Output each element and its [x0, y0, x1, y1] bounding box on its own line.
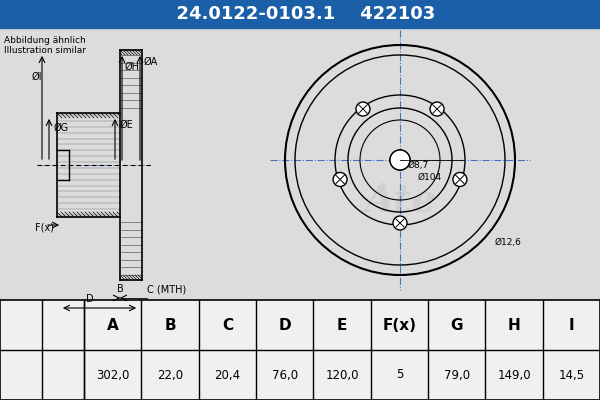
Circle shape [393, 216, 407, 230]
Circle shape [333, 172, 347, 186]
Text: 22,0: 22,0 [157, 368, 183, 382]
Text: ØH: ØH [125, 62, 140, 72]
Text: F(x): F(x) [35, 222, 54, 232]
Text: ØI: ØI [32, 72, 42, 82]
Text: Illustration similar: Illustration similar [4, 46, 86, 55]
Text: H: H [508, 318, 520, 332]
Text: 76,0: 76,0 [272, 368, 298, 382]
Text: Ate: Ate [364, 181, 436, 219]
Text: G: G [451, 318, 463, 332]
Text: ØA: ØA [144, 57, 158, 67]
Text: D: D [278, 318, 291, 332]
Text: B: B [116, 284, 124, 294]
Text: 14,5: 14,5 [558, 368, 584, 382]
Text: ØG: ØG [54, 123, 69, 133]
Text: 120,0: 120,0 [325, 368, 359, 382]
Text: ØE: ØE [120, 120, 134, 130]
Circle shape [430, 102, 444, 116]
Circle shape [453, 172, 467, 186]
Text: I: I [569, 318, 574, 332]
Text: C: C [222, 318, 233, 332]
Text: F(x): F(x) [382, 318, 416, 332]
Text: 302,0: 302,0 [96, 368, 130, 382]
Text: A: A [107, 318, 119, 332]
Text: C (MTH): C (MTH) [147, 284, 186, 294]
Text: 5: 5 [395, 368, 403, 382]
Text: 149,0: 149,0 [497, 368, 531, 382]
Text: D: D [86, 294, 94, 304]
Text: Ø104: Ø104 [418, 173, 442, 182]
Bar [0, 0, 600, 28]
Text: 79,0: 79,0 [443, 368, 470, 382]
Text: E: E [337, 318, 347, 332]
Text: 20,4: 20,4 [214, 368, 241, 382]
Text: B: B [164, 318, 176, 332]
Bar [0, 300, 600, 400]
Bar [0, 28, 600, 300]
Circle shape [390, 150, 410, 170]
Text: Ø8,7: Ø8,7 [408, 161, 429, 170]
Bar [0, 28, 600, 300]
Text: Ø12,6: Ø12,6 [495, 238, 522, 247]
Circle shape [356, 102, 370, 116]
Text: 24.0122-0103.1    422103: 24.0122-0103.1 422103 [164, 5, 436, 23]
Text: Abbildung ähnlich: Abbildung ähnlich [4, 36, 86, 45]
